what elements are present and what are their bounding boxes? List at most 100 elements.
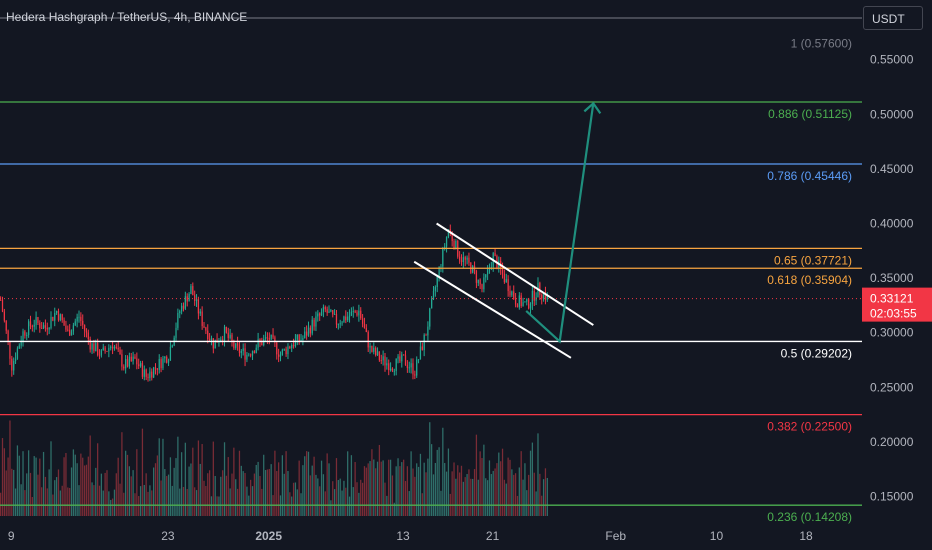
candle[interactable] — [332, 309, 334, 318]
candle[interactable] — [98, 349, 101, 360]
candle[interactable] — [248, 352, 250, 357]
candle[interactable] — [57, 308, 60, 322]
candle[interactable] — [177, 308, 179, 331]
candle[interactable] — [218, 338, 220, 347]
candle[interactable] — [511, 290, 513, 297]
candle[interactable] — [158, 354, 160, 374]
candle[interactable] — [356, 310, 358, 317]
candle[interactable] — [59, 313, 61, 322]
candle[interactable] — [384, 352, 386, 372]
candle[interactable] — [391, 367, 394, 373]
fib-level-0-65[interactable]: 0.65 (0.37721) — [0, 247, 862, 267]
candle[interactable] — [145, 368, 147, 381]
candle[interactable] — [253, 350, 256, 354]
candle[interactable] — [380, 354, 382, 365]
candle[interactable] — [333, 309, 336, 315]
candle[interactable] — [305, 325, 308, 340]
candle[interactable] — [83, 324, 86, 338]
candle[interactable] — [397, 354, 399, 364]
candle[interactable] — [460, 254, 463, 266]
candle[interactable] — [373, 342, 375, 355]
candle[interactable] — [429, 307, 431, 330]
candle[interactable] — [167, 358, 170, 366]
candle[interactable] — [166, 355, 168, 364]
candle[interactable] — [266, 332, 269, 345]
candle[interactable] — [7, 329, 9, 346]
candle[interactable] — [406, 360, 409, 373]
candle[interactable] — [526, 298, 528, 306]
candle[interactable] — [507, 275, 509, 297]
candle[interactable] — [111, 341, 114, 355]
candle[interactable] — [268, 332, 270, 345]
candle[interactable] — [1, 296, 4, 313]
candle[interactable] — [524, 301, 526, 303]
candle[interactable] — [46, 322, 48, 336]
candle[interactable] — [199, 308, 201, 316]
candle[interactable] — [544, 286, 547, 305]
candle[interactable] — [5, 320, 7, 334]
candle[interactable] — [93, 339, 95, 354]
projection-arrow[interactable] — [525, 103, 595, 344]
candle[interactable] — [156, 368, 158, 376]
candle[interactable] — [82, 314, 84, 329]
candle[interactable] — [358, 304, 360, 322]
candle[interactable] — [244, 343, 246, 367]
candle[interactable] — [399, 350, 401, 363]
candle[interactable] — [317, 310, 319, 322]
candle[interactable] — [343, 315, 345, 323]
candle[interactable] — [425, 333, 427, 336]
candle[interactable] — [408, 361, 410, 373]
candle[interactable] — [278, 348, 280, 363]
candle[interactable] — [352, 306, 354, 318]
candle[interactable] — [529, 302, 532, 315]
candle[interactable] — [365, 324, 367, 333]
candle[interactable] — [339, 319, 341, 329]
candle[interactable] — [279, 351, 282, 362]
candle[interactable] — [74, 318, 76, 327]
candle[interactable] — [210, 335, 213, 346]
candle[interactable] — [35, 311, 37, 330]
candle[interactable] — [444, 243, 446, 251]
candle[interactable] — [330, 308, 332, 313]
candle[interactable] — [72, 322, 75, 335]
candle[interactable] — [22, 328, 24, 347]
candle[interactable] — [123, 364, 125, 371]
candle[interactable] — [494, 248, 496, 257]
candle[interactable] — [304, 327, 306, 339]
candle[interactable] — [485, 274, 487, 283]
symbol-name[interactable]: Hedera Hashgraph / TetherUS — [6, 10, 168, 24]
candle[interactable] — [291, 343, 293, 353]
candle[interactable] — [307, 321, 310, 337]
candle[interactable] — [100, 349, 103, 358]
candle[interactable] — [375, 346, 377, 357]
candle[interactable] — [462, 251, 464, 269]
fib-level-0-786[interactable]: 0.786 (0.45446) — [0, 163, 862, 183]
candle[interactable] — [9, 341, 11, 365]
candle[interactable] — [169, 340, 172, 361]
candle[interactable] — [48, 327, 50, 335]
candle[interactable] — [104, 345, 106, 354]
candle[interactable] — [281, 348, 284, 356]
candle[interactable] — [434, 285, 436, 297]
time-axis[interactable]: 9 23 2025 13 21 Feb 10 18 — [8, 529, 813, 543]
fib-level-0-236[interactable]: 0.236 (0.14208) — [0, 504, 862, 524]
candle[interactable] — [130, 352, 132, 362]
candle[interactable] — [386, 357, 388, 370]
candle[interactable] — [164, 355, 166, 363]
candle[interactable] — [194, 290, 196, 306]
candle[interactable] — [238, 341, 241, 357]
candle[interactable] — [208, 332, 211, 342]
candle[interactable] — [361, 314, 364, 328]
candle[interactable] — [322, 304, 325, 318]
candle[interactable] — [457, 239, 459, 259]
candle[interactable] — [250, 353, 252, 358]
candle[interactable] — [382, 350, 384, 366]
candle[interactable] — [272, 328, 274, 340]
candle[interactable] — [76, 313, 78, 328]
candle[interactable] — [335, 310, 338, 329]
timeframe-label[interactable]: 4h — [173, 10, 188, 24]
candle[interactable] — [225, 326, 228, 334]
candle[interactable] — [236, 336, 239, 351]
candle[interactable] — [320, 308, 323, 317]
candle[interactable] — [143, 365, 145, 381]
